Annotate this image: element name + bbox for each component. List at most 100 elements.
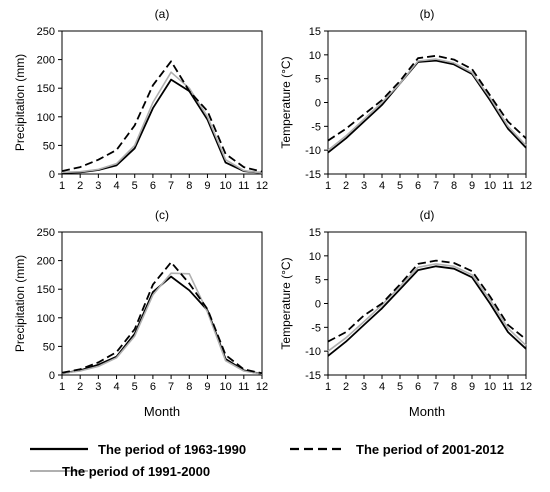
panel-d-ytick-label: 15 (309, 227, 321, 239)
panel-c-xtick-label: 10 (220, 381, 232, 393)
panel-a-xtick-label: 7 (168, 180, 174, 192)
panel-b-xtick-label: 9 (469, 180, 475, 192)
panel-a-title: (a) (155, 7, 170, 21)
panel-c-xtick-label: 7 (168, 381, 174, 393)
panel-d-title: (d) (420, 208, 435, 222)
panel-d-xtick-label: 12 (520, 381, 532, 393)
panel-b-y-axis-label: Temperature (°C) (279, 56, 293, 148)
panel-c-series-the-period-of-1991-2000 (61, 272, 263, 375)
panel-b-xtick-label: 10 (484, 180, 496, 192)
panel-d-xtick-label: 10 (484, 381, 496, 393)
panel-d-xtick-label: 5 (397, 381, 403, 393)
panel-a-ytick-label: 200 (37, 55, 55, 67)
panel-c-ytick-label: 100 (37, 313, 55, 325)
panel-c-xtick-label: 8 (186, 381, 192, 393)
panel-b-xtick-label: 2 (343, 180, 349, 192)
panel-d-ytick-label: 0 (315, 299, 321, 311)
panel-c-ytick-label: 150 (37, 284, 55, 296)
panel-c-xtick-label: 4 (113, 381, 119, 393)
x-axis-label-bottom: Month (409, 404, 445, 419)
panel-b-ytick-label: 5 (315, 74, 321, 86)
panel-a-xtick-label: 9 (204, 180, 210, 192)
panel-b-xtick-label: 8 (451, 180, 457, 192)
panel-d-xtick-label: 1 (325, 381, 331, 393)
panel-b-xtick-label: 5 (397, 180, 403, 192)
panel-d-series-the-period-of-2001-2012 (327, 259, 527, 343)
panel-d-ytick-label: 10 (309, 251, 321, 263)
panel-c-frame (61, 231, 263, 376)
panel-b-xtick-label: 11 (502, 180, 513, 192)
panel-a-ytick-label: 150 (37, 83, 55, 95)
panel-a-y-axis-label: Precipitation (mm) (13, 54, 27, 151)
panel-b-ytick-label: 15 (309, 26, 321, 38)
panel-b-series-the-period-of-1991-2000 (327, 58, 527, 151)
panel-d-y-axis-label: Temperature (°C) (279, 257, 293, 349)
panel-a-xtick-label: 5 (132, 180, 138, 192)
panel-b-xtick-label: 6 (415, 180, 421, 192)
panel-b-ytick-label: -5 (311, 121, 321, 133)
panel-b-frame (327, 30, 527, 175)
panel-c-y-axis-label: Precipitation (mm) (13, 255, 27, 352)
panel-a-xtick-label: 3 (95, 180, 101, 192)
panel-a-xtick-label: 2 (77, 180, 83, 192)
panel-a-xtick-label: 8 (186, 180, 192, 192)
panel-a-ytick-label: 50 (43, 140, 55, 152)
panel-d-xtick-label: 8 (451, 381, 457, 393)
panel-c-xtick-label: 6 (150, 381, 156, 393)
panel-b-series-the-period-of-1963-1990 (327, 59, 527, 154)
panel-c-xtick-label: 5 (132, 381, 138, 393)
panel-b-ytick-label: 10 (309, 50, 321, 62)
panel-d-xtick-label: 3 (361, 381, 367, 393)
panel-d-series-the-period-of-1963-1990 (327, 265, 527, 357)
panel-a-xtick-label: 6 (150, 180, 156, 192)
legend-label-2001-2012: The period of 2001-2012 (356, 442, 504, 457)
panel-b-ytick-label: -15 (305, 169, 321, 181)
legend: The period of 1963-1990 The period of 20… (30, 442, 504, 479)
panel-c-ytick-label: 0 (49, 370, 55, 382)
panel-a-series-the-period-of-2001-2012 (61, 60, 263, 173)
panel-c-xtick-label: 11 (238, 381, 249, 393)
panel-c-ytick-label: 50 (43, 341, 55, 353)
panel-d-ytick-label: 5 (315, 275, 321, 287)
panel-b-xtick-label: 1 (325, 180, 331, 192)
panel-b-ytick-label: -10 (305, 145, 321, 157)
panel-d-xtick-label: 7 (433, 381, 439, 393)
panel-a-xtick-label: 12 (256, 180, 268, 192)
panel-a-xtick-label: 10 (220, 180, 232, 192)
legend-label-1963-1990: The period of 1963-1990 (98, 442, 246, 457)
panel-c-xtick-label: 9 (204, 381, 210, 393)
panel-d-ytick-label: -10 (305, 346, 321, 358)
panel-a-xtick-label: 1 (59, 180, 65, 192)
panel-d-xtick-label: 9 (469, 381, 475, 393)
panel-d-xtick-label: 6 (415, 381, 421, 393)
panel-b-xtick-label: 7 (433, 180, 439, 192)
panel-d-frame (327, 231, 527, 376)
panel-b-xtick-label: 3 (361, 180, 367, 192)
x-axis-label-top: Month (144, 404, 180, 419)
panel-a-xtick-label: 4 (113, 180, 119, 192)
panel-c-series-the-period-of-2001-2012 (61, 261, 263, 375)
legend-label-1991-2000: The period of 1991-2000 (62, 464, 210, 479)
panel-a-xtick-label: 11 (238, 180, 249, 192)
panel-c-ytick-label: 200 (37, 256, 55, 268)
panel-b-xtick-label: 12 (520, 180, 532, 192)
panel-d-xtick-label: 4 (379, 381, 385, 393)
panel-d-ytick-label: -15 (305, 370, 321, 382)
panel-c-xtick-label: 3 (95, 381, 101, 393)
panel-b-series-the-period-of-2001-2012 (327, 54, 527, 142)
panel-a-ytick-label: 0 (49, 169, 55, 181)
panel-a-ytick-label: 250 (37, 26, 55, 38)
panel-a-series-the-period-of-1991-2000 (61, 71, 263, 174)
panel-d-xtick-label: 11 (502, 381, 513, 393)
panel-a-ytick-label: 100 (37, 112, 55, 124)
panel-c-xtick-label: 12 (256, 381, 268, 393)
panel-a-frame (61, 30, 263, 175)
panel-c-xtick-label: 2 (77, 381, 83, 393)
panel-c-xtick-label: 1 (59, 381, 65, 393)
panel-c-title: (c) (155, 208, 169, 222)
panel-d-ytick-label: -5 (311, 322, 321, 334)
panel-b-title: (b) (420, 7, 435, 21)
panel-c-ytick-label: 250 (37, 227, 55, 239)
panel-d-xtick-label: 2 (343, 381, 349, 393)
